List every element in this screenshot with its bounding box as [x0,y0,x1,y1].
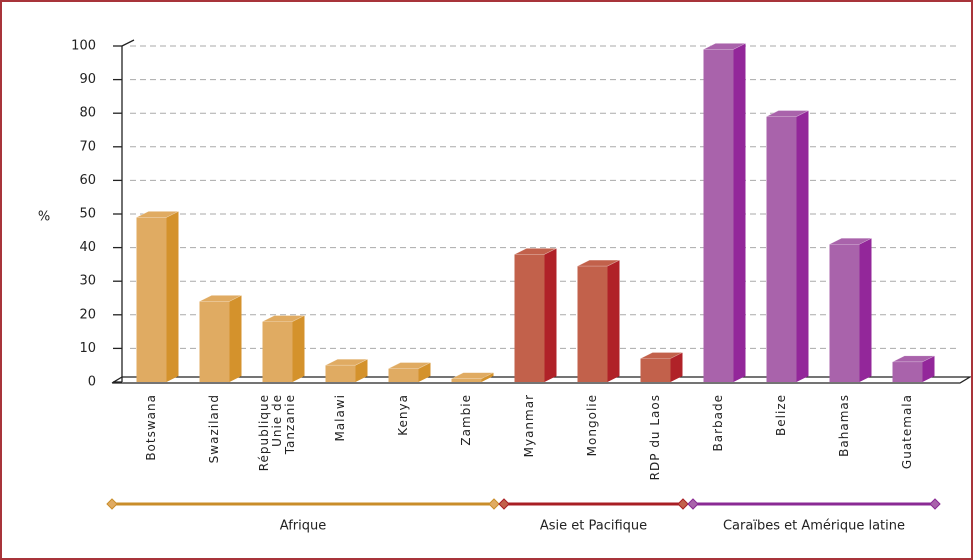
bar-side [733,43,746,383]
bar-side [481,372,494,382]
bar-top [829,237,872,245]
bar-top [766,110,809,117]
group-diamond [929,498,941,510]
y-axis-label: % [38,210,50,225]
x-tick-label: Swaziland [207,394,221,464]
x-tick-label: Belize [774,394,788,436]
x-tick-label: Mongolie [585,394,599,457]
bar-top [703,43,746,50]
x-tick-label: Zambie [459,394,473,446]
x-tick-label: RDP du Laos [648,394,662,481]
y-axis-top [121,39,135,47]
bar [199,295,242,382]
bar [766,110,809,382]
bar-front [829,244,860,382]
floor [111,376,971,384]
bar-side [607,260,620,382]
x-tick-label: Kenya [396,394,410,436]
y-tick-label: 60 [79,173,96,188]
bar [136,211,179,382]
bar-top [388,362,431,369]
bar-top [262,315,305,322]
bar [829,237,872,382]
bar-side [796,110,809,382]
bar-side [166,211,179,382]
bar-side [544,248,557,382]
bar-side [292,315,305,382]
y-tick-label: 50 [79,207,96,222]
bar [451,372,494,382]
y-tick-label: 40 [79,240,96,255]
legend-label: Afrique [280,519,326,534]
bar-top [640,352,683,359]
x-tick-label: Bahamas [837,394,851,457]
group-diamond [106,498,118,510]
bar [262,315,305,382]
bar [325,358,368,382]
group-diamond [677,498,689,510]
bar [514,248,557,382]
y-tick-label: 90 [79,72,96,87]
bar-front [388,368,419,382]
bar-side [229,295,242,382]
x-tick-label: Guatemala [900,394,914,470]
y-tick-label: 0 [88,375,96,390]
y-tick-label: 20 [79,307,96,322]
bar-top [136,211,179,218]
bar-top [892,355,935,363]
group-diamond [488,498,500,510]
bar-front [451,378,482,382]
group-diamond [687,498,699,510]
x-tick-label: Barbade [711,394,725,452]
y-tick-label: 10 [79,341,96,356]
bar-front [262,321,293,382]
bar [640,352,683,382]
bar-front [514,254,545,382]
bar [703,43,746,383]
x-tick-label: Botswana [144,394,158,461]
bar [577,259,620,382]
bar-top [199,295,242,302]
bar-top [514,248,557,255]
bar-front [136,217,167,382]
y-tick-label: 80 [79,106,96,121]
bar-front [640,358,671,382]
x-tick-label: République Unie de Tanzanie [257,394,297,472]
legend-label: Caraïbes et Amérique latine [723,519,905,534]
x-tick-label: Malawi [333,394,347,442]
bar-side [859,238,872,382]
bar-side [355,359,368,382]
bar-front [766,116,797,382]
bar-front [325,365,356,382]
group-diamond [498,498,510,510]
bar-side [418,362,431,382]
bar [388,362,431,382]
bar-side [670,352,683,382]
bar-front [199,301,230,382]
legend-label: Asie et Pacifique [540,519,647,534]
y-tick-label: 30 [79,274,96,289]
bar-top [451,372,494,379]
bar-side [922,355,935,382]
bar-top [325,358,368,366]
bar-front [577,266,608,382]
y-tick-label: 100 [71,39,96,54]
x-tick-label: Myanmar [522,394,536,458]
bar-front [703,49,734,383]
y-tick-label: 70 [79,139,96,154]
bar-front [892,361,923,382]
bar [892,355,935,382]
bar-top [577,259,620,267]
